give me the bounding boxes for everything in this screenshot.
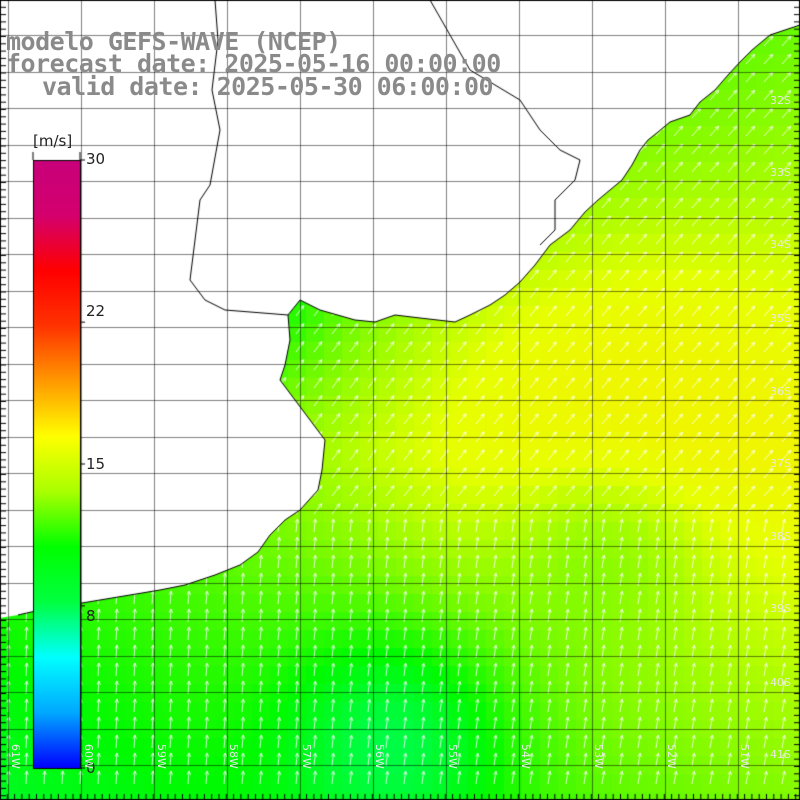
latitude-label: 35S: [770, 312, 791, 325]
longitude-label: 59W: [155, 744, 168, 769]
latitude-label: 33S: [770, 166, 791, 179]
latitude-label: 37S: [770, 457, 791, 470]
latitude-label: 40S: [770, 676, 791, 689]
longitude-label: 51W: [738, 744, 751, 769]
latitude-label: 38S: [770, 530, 791, 543]
model-title: modelo GEFS-WAVE (NCEP): [6, 27, 341, 56]
colorbar-tick-label: 8: [86, 607, 96, 625]
longitude-label: 52W: [665, 744, 678, 769]
forecast-date: forecast date: 2025-05-16 00:00:00: [6, 49, 501, 78]
valid-date: valid date: 2025-05-30 06:00:00: [42, 72, 494, 101]
longitude-label: 57W: [300, 744, 313, 769]
longitude-label: 53W: [592, 744, 605, 769]
longitude-label: 56W: [373, 744, 386, 769]
longitude-label: 58W: [227, 744, 240, 769]
latitude-label: 36S: [770, 385, 791, 398]
colorbar-tick-label: 22: [86, 302, 106, 320]
colorbar-tick-label: 0: [86, 759, 96, 777]
longitude-label: 60W: [82, 744, 95, 769]
latitude-label: 41S: [770, 748, 791, 761]
colorbar-tick-label: 30: [86, 150, 106, 168]
colorbar-unit-label: [m/s]: [33, 132, 73, 150]
longitude-label: 55W: [446, 744, 459, 769]
longitude-label: 61W: [9, 744, 22, 769]
latitude-label: 34S: [770, 238, 791, 251]
longitude-label: 54W: [519, 744, 532, 769]
colorbar-tick-label: 15: [86, 455, 106, 473]
latitude-label: 39S: [770, 602, 791, 615]
latitude-label: 32S: [770, 94, 791, 107]
